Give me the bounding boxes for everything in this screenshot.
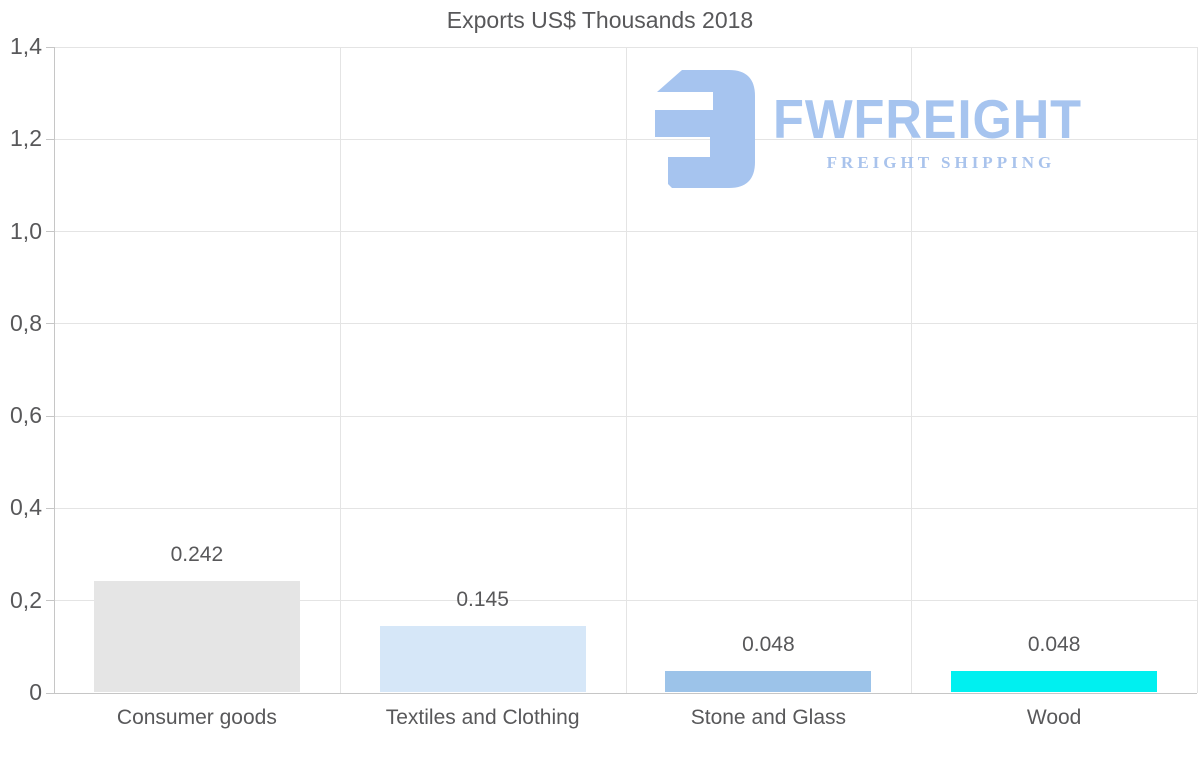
y-tick-label: 1,2	[10, 125, 42, 152]
y-tick-label: 1,0	[10, 217, 42, 244]
y-tick-label: 1,4	[10, 33, 42, 59]
bar	[93, 581, 300, 692]
plot-right-border	[1197, 47, 1198, 693]
y-axis-tick	[46, 323, 54, 325]
bar-value-label: 0.145	[456, 588, 509, 612]
bar	[379, 626, 586, 692]
fwfreight-logo-icon	[655, 70, 755, 188]
x-category-label: Textiles and Clothing	[385, 706, 580, 729]
x-category-label: Stone and Glass	[690, 706, 846, 729]
y-axis-tick	[46, 46, 54, 48]
chart-title: Exports US$ Thousands 2018	[446, 7, 754, 33]
bar-value-label: 0.048	[1027, 632, 1081, 656]
y-axis-tick	[46, 692, 54, 694]
gridline-vertical	[625, 47, 627, 693]
x-category-label: Consumer goods	[116, 706, 277, 729]
gridline-vertical	[911, 47, 913, 693]
watermark-logo: FWFREIGHT FREIGHT SHIPPING	[655, 70, 1109, 188]
y-axis-line	[54, 47, 55, 693]
y-tick-label: 0,8	[10, 309, 42, 336]
y-axis-tick	[46, 415, 54, 417]
y-axis-tick	[46, 231, 54, 233]
y-tick-label: 0	[29, 679, 42, 705]
bar-value-label: 0.242	[170, 543, 224, 567]
x-category-label: Wood	[1026, 706, 1082, 729]
y-axis-tick	[46, 138, 54, 140]
watermark-brand: FWFREIGHT	[773, 88, 1083, 150]
y-axis-tick	[46, 600, 54, 602]
y-tick-label: 0,2	[10, 586, 42, 613]
bar	[665, 670, 872, 692]
gridline-vertical	[339, 47, 341, 693]
gridline-horizontal	[54, 692, 1197, 694]
y-tick-label: 0,4	[10, 494, 42, 521]
y-tick-label: 0,6	[10, 402, 42, 429]
watermark-tagline: FREIGHT SHIPPING	[826, 153, 1056, 172]
y-axis-tick	[46, 507, 54, 509]
bar-value-label: 0.048	[742, 632, 795, 656]
watermark-text-block: FWFREIGHT FREIGHT SHIPPING	[773, 92, 1109, 188]
bar	[951, 670, 1158, 692]
